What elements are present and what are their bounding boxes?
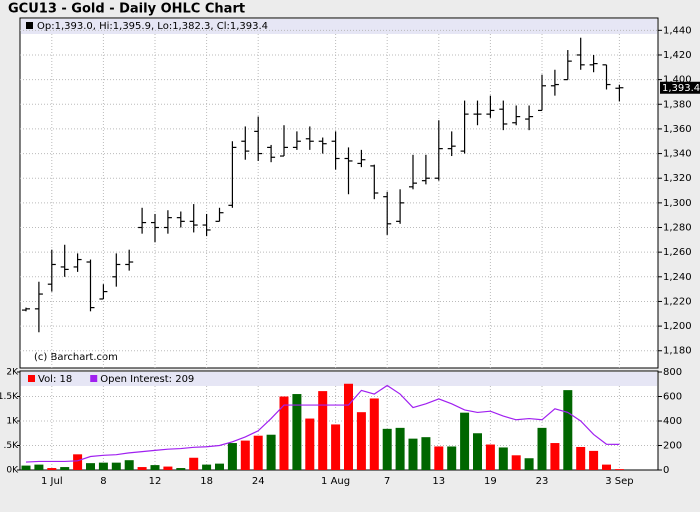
volume-bar bbox=[98, 462, 108, 470]
volume-bar bbox=[550, 443, 560, 470]
x-tick-label: 1 Jul bbox=[41, 476, 63, 487]
volume-bar bbox=[73, 454, 83, 470]
volume-bar bbox=[369, 398, 379, 470]
ohlc-info: Op:1,393.0, Hi:1,395.9, Lo:1,382.3, Cl:1… bbox=[37, 21, 268, 32]
legend-label: Vol: 18 bbox=[38, 374, 72, 385]
y-tick-label: 1,440 bbox=[663, 25, 692, 36]
credit: (c) Barchart.com bbox=[34, 352, 118, 363]
y-tick-label: 1K bbox=[6, 417, 19, 427]
volume-bar bbox=[460, 412, 470, 470]
y-tick-label: 1,400 bbox=[663, 75, 692, 86]
legend-swatch bbox=[90, 375, 98, 382]
x-tick-label: 19 bbox=[484, 476, 497, 487]
x-tick-label: 18 bbox=[200, 476, 213, 487]
volume-bar bbox=[473, 433, 482, 470]
y-tick-label: 1,340 bbox=[663, 149, 692, 160]
y-tick-label: 2K bbox=[6, 368, 19, 378]
y2-tick-label: 800 bbox=[663, 367, 682, 378]
y2-tick-label: 600 bbox=[663, 392, 682, 403]
volume-bar bbox=[305, 418, 315, 470]
volume-bar bbox=[292, 394, 302, 470]
volume-bar bbox=[266, 434, 276, 470]
x-tick-label: 12 bbox=[149, 476, 162, 487]
volume-bar bbox=[215, 463, 224, 470]
volume-bar bbox=[537, 427, 547, 470]
y-tick-label: .5K bbox=[4, 441, 20, 451]
y2-tick-label: 400 bbox=[663, 416, 682, 427]
volume-bar bbox=[395, 427, 405, 470]
x-tick-label: 23 bbox=[536, 476, 549, 487]
y-tick-label: 1,180 bbox=[663, 346, 692, 357]
y-tick-label: 1,420 bbox=[663, 50, 692, 61]
volume-bar bbox=[150, 465, 160, 470]
x-tick-label: 7 bbox=[384, 476, 390, 487]
y2-tick-label: 0 bbox=[663, 465, 669, 476]
y-tick-label: 1,280 bbox=[663, 223, 692, 234]
volume-bar bbox=[447, 446, 457, 470]
volume-bar bbox=[524, 458, 534, 470]
last-price-box bbox=[660, 81, 700, 94]
volume-bar bbox=[408, 438, 418, 470]
y-tick-label: 1,240 bbox=[663, 272, 692, 283]
volume-bar bbox=[227, 443, 237, 470]
volume-bar bbox=[124, 460, 134, 470]
legend-swatch bbox=[26, 22, 33, 29]
volume-bar bbox=[202, 464, 212, 470]
volume-bar bbox=[189, 457, 199, 470]
volume-bar bbox=[34, 464, 44, 470]
volume-bar bbox=[382, 428, 392, 470]
volume-bar bbox=[318, 391, 328, 470]
y-tick-label: 1,220 bbox=[663, 296, 692, 307]
volume-bar bbox=[563, 390, 573, 470]
volume-bar bbox=[498, 447, 508, 470]
y-tick-label: 1,260 bbox=[663, 247, 692, 258]
volume-bar bbox=[485, 444, 495, 470]
y-tick-label: 1,300 bbox=[663, 198, 692, 209]
volume-bar bbox=[614, 469, 624, 470]
open-interest-line bbox=[25, 384, 620, 463]
x-tick-label: 1 Aug bbox=[321, 476, 350, 487]
price-panel bbox=[19, 17, 659, 369]
y-tick-label: 1,320 bbox=[663, 173, 692, 184]
volume-bar bbox=[86, 463, 95, 470]
volume-bar bbox=[331, 424, 341, 470]
x-tick-label: 8 bbox=[100, 476, 106, 487]
volume-bar bbox=[589, 450, 599, 470]
legend-label: Open Interest: 209 bbox=[100, 374, 194, 385]
y-tick-label: 1,200 bbox=[663, 321, 692, 332]
x-tick-label: 3 Sep bbox=[605, 476, 633, 487]
legend-swatch bbox=[28, 375, 35, 382]
volume-bar bbox=[60, 467, 70, 470]
volume-bar bbox=[279, 396, 289, 470]
volume-bar bbox=[344, 383, 353, 470]
y-tick-label: 1,360 bbox=[663, 124, 692, 135]
volume-bar bbox=[176, 468, 186, 470]
x-tick-label: 13 bbox=[432, 476, 445, 487]
y-tick-label: 1,380 bbox=[663, 99, 692, 110]
volume-bar bbox=[356, 412, 366, 470]
y-tick-label: 0K bbox=[6, 466, 19, 476]
y-tick-label: 1.5K bbox=[0, 392, 19, 402]
volume-bar bbox=[240, 440, 250, 470]
volume-bar bbox=[137, 467, 147, 470]
volume-bar bbox=[47, 468, 57, 470]
volume-bar bbox=[602, 464, 611, 470]
chart-title: GCU13 - Gold - Daily OHLC Chart bbox=[8, 2, 245, 17]
volume-legend-bar bbox=[21, 372, 657, 386]
volume-bar bbox=[111, 462, 121, 470]
x-tick-label: 24 bbox=[252, 476, 265, 487]
volume-bar bbox=[434, 446, 444, 470]
y2-tick-label: 200 bbox=[663, 441, 682, 452]
volume-bar bbox=[511, 455, 521, 470]
volume-bar bbox=[421, 437, 431, 470]
volume-bar bbox=[163, 466, 173, 470]
volume-bar bbox=[21, 465, 31, 470]
last-price-label: 1,393.4 bbox=[662, 83, 700, 94]
volume-bar bbox=[576, 446, 586, 470]
volume-bar bbox=[253, 435, 263, 470]
